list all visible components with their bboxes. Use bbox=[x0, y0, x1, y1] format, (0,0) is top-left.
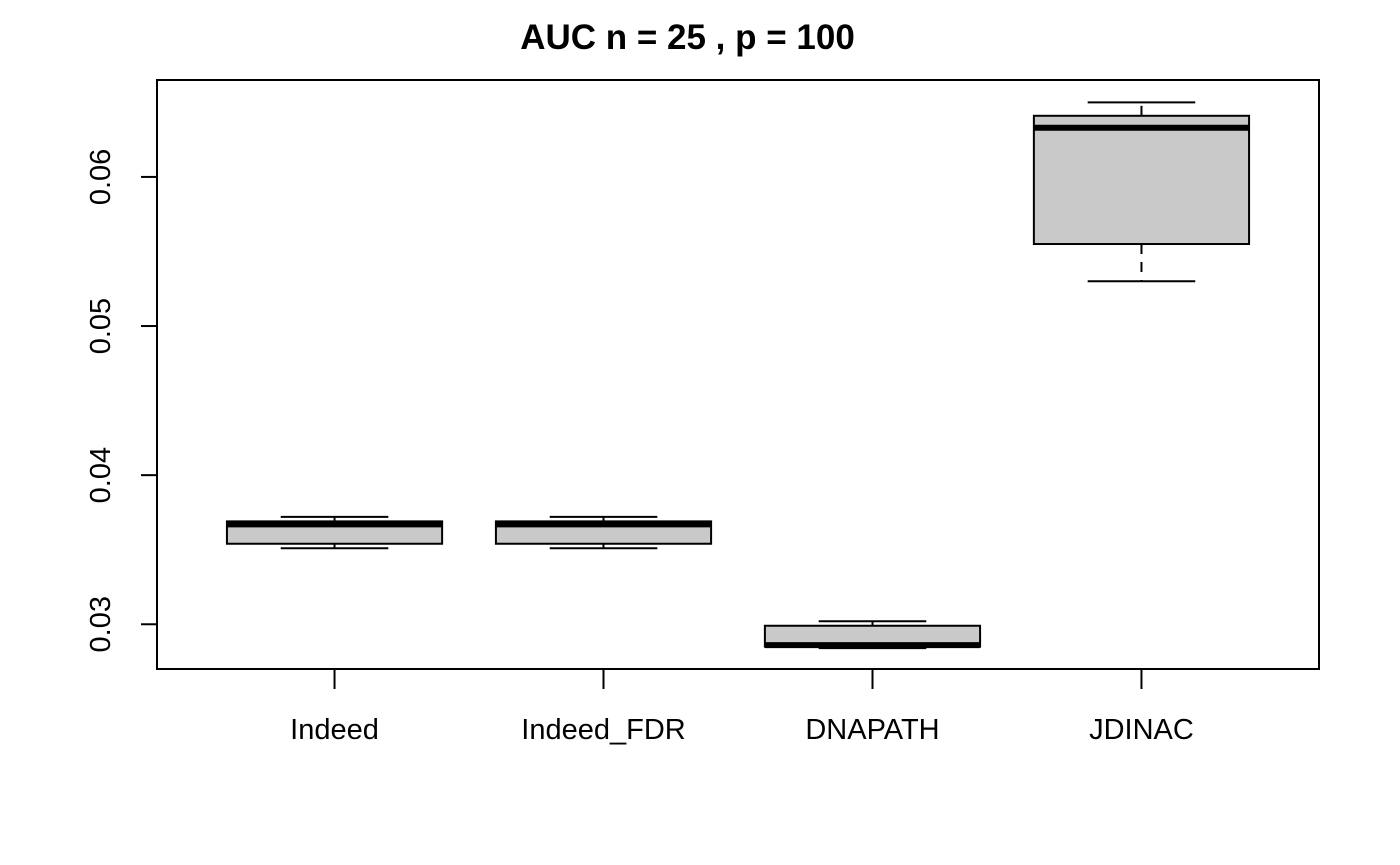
box-jdinac bbox=[1032, 101, 1251, 283]
y-axis: 0.03 0.04 0.05 0.06 bbox=[85, 149, 157, 652]
y-tick-label: 0.04 bbox=[85, 447, 117, 503]
chart-title: AUC n = 25 , p = 100 bbox=[520, 18, 855, 57]
box-indeed bbox=[225, 515, 444, 550]
y-tick-label: 0.03 bbox=[85, 596, 117, 652]
plot-frame bbox=[156, 79, 1320, 670]
x-axis: Indeed Indeed_FDR DNAPATH JDINAC bbox=[290, 669, 1194, 746]
boxes bbox=[225, 101, 1251, 650]
box-indeed-fdr bbox=[494, 515, 713, 550]
y-tick-label: 0.05 bbox=[85, 298, 117, 354]
x-tick-label: DNAPATH bbox=[805, 714, 939, 746]
x-tick-label: Indeed_FDR bbox=[521, 714, 685, 746]
y-tick-label: 0.06 bbox=[85, 149, 117, 205]
box-dnapath bbox=[763, 620, 982, 650]
x-tick-label: JDINAC bbox=[1089, 714, 1194, 746]
iqr-box bbox=[1032, 114, 1251, 246]
x-tick-label: Indeed bbox=[290, 714, 379, 746]
